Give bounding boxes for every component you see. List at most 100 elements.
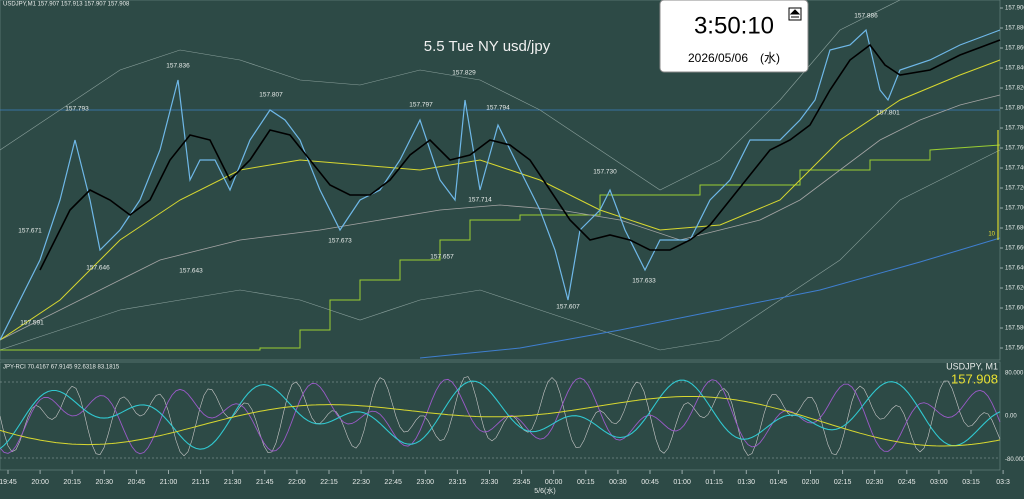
band-lower xyxy=(0,149,1001,351)
ma-long xyxy=(0,59,1001,341)
sub-frame xyxy=(0,361,1001,471)
indicator-tick-label: 0.00 xyxy=(1005,414,1017,420)
price-label: 157.657 xyxy=(430,254,454,261)
time-label: 00:00 xyxy=(545,479,563,486)
symbol-info: USDJPY,M1 157.907 157.913 157.907 157.90… xyxy=(3,2,130,8)
oscillator xyxy=(0,396,1001,447)
ma-blue xyxy=(419,237,1001,359)
price-tick-label: 157.680 xyxy=(1005,226,1024,232)
indicator-tick-label: 80.000 xyxy=(1005,370,1024,376)
oscillator xyxy=(0,379,1001,450)
main-frame xyxy=(0,0,1001,361)
price-label: 157.801 xyxy=(876,110,900,117)
price-label: 157.829 xyxy=(452,70,476,77)
date-label: 5/6(水) xyxy=(534,486,555,495)
price-tick-label: 157.640 xyxy=(1005,266,1024,272)
step-line xyxy=(0,144,1001,351)
price-tick-label: 157.900 xyxy=(1005,6,1024,12)
time-label: 01:15 xyxy=(705,479,723,486)
time-label: 23:30 xyxy=(481,479,499,486)
clock-panel xyxy=(659,0,809,73)
time-label: 22:00 xyxy=(288,479,306,486)
indicator-tick-label: -80.000 xyxy=(1005,457,1024,463)
time-label: 19:45 xyxy=(0,479,17,486)
price-tick-label: 157.880 xyxy=(1005,26,1024,32)
level-label: 10 xyxy=(988,232,995,238)
time-label: 22:45 xyxy=(384,479,402,486)
clock-icon-glyph xyxy=(789,9,801,18)
time-label: 22:15 xyxy=(320,479,338,486)
indicator-label: JPY-RCI 70.4167 67.9145 92.6318 83.1815 xyxy=(3,365,120,371)
price-label: 157.671 xyxy=(18,228,42,235)
price-tick-label: 157.820 xyxy=(1005,86,1024,92)
time-label: 01:00 xyxy=(673,479,691,486)
price-tick-label: 157.760 xyxy=(1005,146,1024,152)
time-label: 01:30 xyxy=(738,479,756,486)
price-tick-label: 157.620 xyxy=(1005,286,1024,292)
time-label: 02:15 xyxy=(834,479,852,486)
price-tick-label: 157.840 xyxy=(1005,66,1024,72)
time-label: 20:00 xyxy=(31,479,49,486)
price-label: 157.633 xyxy=(632,278,656,285)
time-label: 23:45 xyxy=(513,479,531,486)
price-label: 157.836 xyxy=(166,63,190,70)
price-tick-label: 157.740 xyxy=(1005,166,1024,172)
ma-black xyxy=(39,39,1001,271)
price-label: 157.646 xyxy=(86,265,110,272)
chart-title: 5.5 Tue NY usd/jpy xyxy=(424,38,551,55)
time-label: 22:30 xyxy=(352,479,370,486)
time-label: 20:30 xyxy=(96,479,114,486)
time-label: 02:30 xyxy=(866,479,884,486)
decorations xyxy=(0,0,1001,459)
time-label: 21:15 xyxy=(192,479,210,486)
clock-time: 3:50:10 xyxy=(694,12,774,39)
price-tick-label: 157.700 xyxy=(1005,206,1024,212)
oscillator xyxy=(0,377,1001,455)
price-label: 157.714 xyxy=(468,197,492,204)
oscillator xyxy=(0,376,1001,457)
time-label: 21:30 xyxy=(224,479,242,486)
time-label: 00:30 xyxy=(609,479,627,486)
indicator-price: 157.908 xyxy=(951,371,998,386)
time-label: 20:45 xyxy=(128,479,146,486)
price-tick-label: 157.560 xyxy=(1005,346,1024,352)
time-label: 20:15 xyxy=(63,479,81,486)
price-label: 157.886 xyxy=(854,13,878,20)
price-label: 157.793 xyxy=(65,106,89,113)
time-label: 02:00 xyxy=(802,479,820,486)
band-upper xyxy=(0,0,901,191)
indicator-symbol: USDJPY, M1 xyxy=(946,361,998,371)
price-label: 157.797 xyxy=(409,102,433,109)
price-tick-label: 157.600 xyxy=(1005,306,1024,312)
price-label: 157.643 xyxy=(179,268,203,275)
clock-date: 2026/05/06 (水) xyxy=(688,51,780,65)
price-label: 157.730 xyxy=(593,169,617,176)
price-label: 157.673 xyxy=(328,238,352,245)
time-label: 21:00 xyxy=(160,479,178,486)
price-label: 157.794 xyxy=(486,105,510,112)
price-tick-label: 157.780 xyxy=(1005,126,1024,132)
time-label: 03:15 xyxy=(962,479,980,486)
price-tick-label: 157.720 xyxy=(1005,186,1024,192)
price-tick-label: 157.800 xyxy=(1005,106,1024,112)
price-label: 157.607 xyxy=(556,304,580,311)
time-label: 02:45 xyxy=(898,479,916,486)
clock-box: 3:50:10 2026/05/06 (水) xyxy=(659,0,809,73)
price-tick-label: 157.580 xyxy=(1005,326,1024,332)
step-line-grey xyxy=(0,94,1001,341)
price-label: 157.591 xyxy=(20,320,44,327)
time-label: 03:00 xyxy=(930,479,948,486)
time-label: 21:45 xyxy=(256,479,274,486)
time-label: 01:45 xyxy=(770,479,788,486)
price-tick-label: 157.660 xyxy=(1005,246,1024,252)
price xyxy=(0,28,1001,341)
time-label: 00:15 xyxy=(577,479,595,486)
time-label: 00:45 xyxy=(641,479,659,486)
time-label: 23:00 xyxy=(417,479,435,486)
price-tick-label: 157.860 xyxy=(1005,46,1024,52)
price-label: 157.807 xyxy=(259,92,283,99)
time-label: 23:15 xyxy=(449,479,467,486)
time-label: 03:3 xyxy=(996,479,1010,486)
